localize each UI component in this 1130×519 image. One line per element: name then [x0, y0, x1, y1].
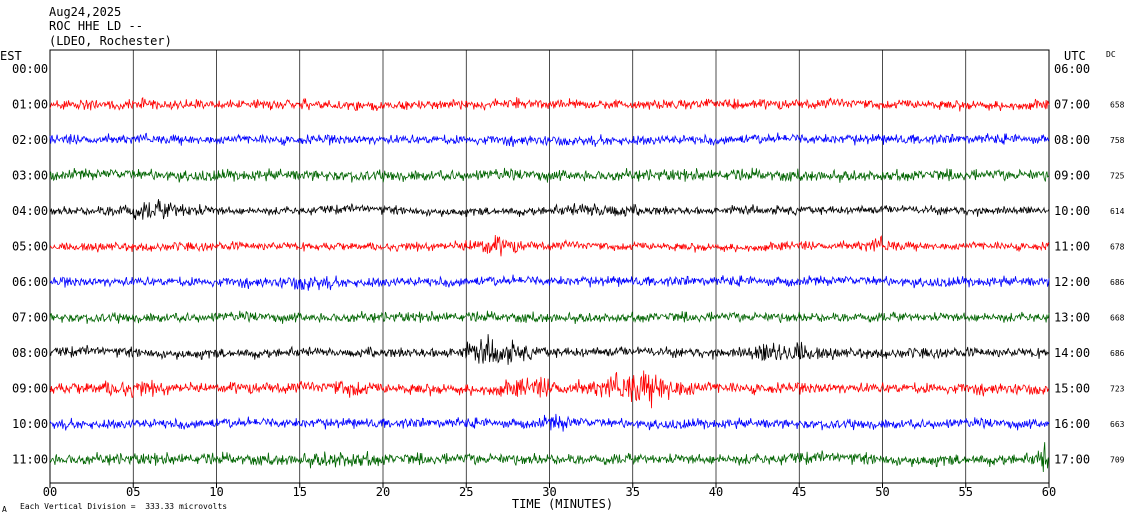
- trace-line: [49, 413, 1050, 432]
- trace-line: [49, 442, 1050, 473]
- header-station: ROC HHE LD --: [49, 19, 143, 33]
- x-tick-label: 10: [209, 485, 223, 499]
- dc-offset-label: 658: [1110, 101, 1125, 110]
- header-network: (LDEO, Rochester): [49, 34, 172, 48]
- dc-offset-label: 686: [1110, 278, 1125, 287]
- utc-hour-label: 16:00: [1054, 417, 1090, 431]
- est-hour-label: 01:00: [12, 98, 48, 112]
- trace-line: [49, 199, 1050, 220]
- est-hour-label: 09:00: [12, 382, 48, 396]
- dc-offset-label: 758: [1110, 136, 1125, 145]
- footer-scale-note: Each Vertical Division = 333.33 microvol…: [20, 502, 228, 511]
- utc-hour-label: 15:00: [1054, 382, 1090, 396]
- x-tick-label: 45: [792, 485, 806, 499]
- left-axis-label: EST: [0, 49, 22, 63]
- utc-hour-label: 06:00: [1054, 62, 1090, 76]
- est-hour-label: 07:00: [12, 311, 48, 325]
- est-hour-label: 06:00: [12, 275, 48, 289]
- x-tick-label: 15: [293, 485, 307, 499]
- est-hour-label: 08:00: [12, 346, 48, 360]
- utc-hour-label: 14:00: [1054, 346, 1090, 360]
- est-hour-label: 05:00: [12, 240, 48, 254]
- trace-line: [49, 334, 1050, 365]
- trace-line: [49, 167, 1050, 183]
- trace-line: [49, 234, 1050, 257]
- utc-hour-label: 07:00: [1054, 98, 1090, 112]
- x-tick-label: 00: [43, 485, 57, 499]
- x-tick-label: 60: [1042, 485, 1056, 499]
- dc-offset-label: 663: [1110, 420, 1125, 429]
- trace-line: [49, 96, 1050, 112]
- x-tick-label: 55: [959, 485, 973, 499]
- trace-line: [49, 310, 1050, 324]
- est-hour-label: 04:00: [12, 204, 48, 218]
- x-tick-label: 40: [709, 485, 723, 499]
- x-tick-label: 50: [875, 485, 889, 499]
- trace-line: [49, 370, 1050, 409]
- utc-hour-label: 08:00: [1054, 133, 1090, 147]
- est-hour-label: 00:00: [12, 62, 48, 76]
- dc-offset-label: 725: [1110, 172, 1125, 181]
- utc-hour-label: 13:00: [1054, 311, 1090, 325]
- x-tick-label: 35: [626, 485, 640, 499]
- dc-offset-label: 614: [1110, 207, 1125, 216]
- header-date: Aug24,2025: [49, 5, 122, 19]
- utc-hour-label: 11:00: [1054, 240, 1090, 254]
- dc-offset-label: 668: [1110, 314, 1125, 323]
- x-tick-label: 30: [542, 485, 556, 499]
- dc-offset-label: 678: [1110, 243, 1125, 252]
- right-axis-label: UTC: [1064, 49, 1086, 63]
- dc-offset-label: 723: [1110, 385, 1125, 394]
- dc-offset-label: 709: [1110, 456, 1125, 465]
- x-tick-label: 05: [126, 485, 140, 499]
- footer-mark: A: [2, 505, 7, 514]
- est-hour-label: 02:00: [12, 133, 48, 147]
- utc-hour-label: 17:00: [1054, 453, 1090, 467]
- est-hour-label: 10:00: [12, 417, 48, 431]
- x-tick-label: 25: [459, 485, 473, 499]
- est-hour-label: 11:00: [12, 453, 48, 467]
- x-axis-label: TIME (MINUTES): [512, 497, 613, 511]
- x-tick-label: 20: [376, 485, 390, 499]
- utc-hour-label: 09:00: [1054, 169, 1090, 183]
- dc-offset-label: 686: [1110, 349, 1125, 358]
- utc-hour-label: 12:00: [1054, 275, 1090, 289]
- utc-hour-label: 10:00: [1054, 204, 1090, 218]
- trace-line: [49, 132, 1050, 147]
- trace-line: [49, 274, 1050, 291]
- est-hour-label: 03:00: [12, 169, 48, 183]
- dc-header: DC: [1106, 50, 1116, 59]
